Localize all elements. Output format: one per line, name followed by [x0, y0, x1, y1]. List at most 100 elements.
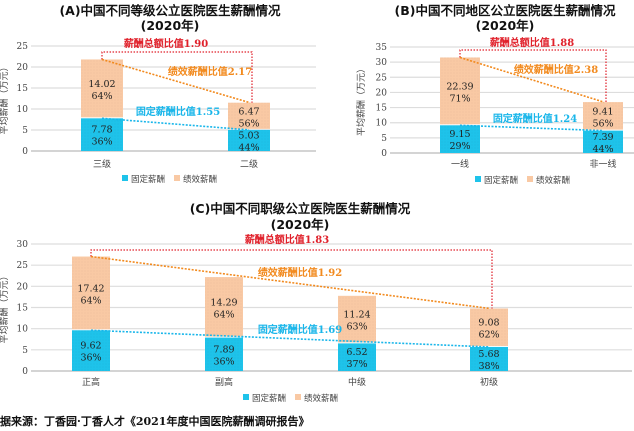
performance-pct-label: 56%	[238, 118, 259, 129]
y-tick-label: 25	[17, 42, 29, 52]
bar-texture	[228, 102, 270, 129]
chart-title: (B)中国不同地区公立医院医生薪酬情况	[395, 3, 616, 18]
y-tick-label: 30	[17, 240, 29, 250]
y-tick-label: 15	[376, 104, 388, 114]
legend-swatch-performance	[174, 175, 180, 181]
performance-value-label: 11.24	[343, 310, 370, 321]
legend-label-fixed: 固定薪酬	[252, 393, 286, 404]
performance-pct-label: 71%	[449, 93, 470, 104]
performance-pct-label: 63%	[346, 322, 367, 333]
fixed-ratio-line	[101, 117, 250, 131]
fixed-value-label: 5.68	[478, 349, 499, 360]
bar-texture	[81, 59, 123, 118]
y-tick-label: 25	[376, 73, 388, 83]
y-tick-label: 25	[17, 261, 29, 271]
performance-value-label: 9.08	[478, 318, 499, 329]
total-ratio-label: 薪酬总额比值1.88	[490, 36, 574, 49]
y-tick-label: 15	[17, 84, 29, 94]
y-tick-label: 15	[17, 304, 29, 314]
legend-label-fixed: 固定薪酬	[131, 174, 165, 185]
y-axis-label: 平均薪酬（万元）	[355, 64, 367, 136]
bar-texture	[470, 346, 508, 371]
chart-title: (A)中国不同等级公立医院医生薪酬情况	[59, 3, 281, 18]
y-tick-label: 5	[22, 126, 28, 136]
fixed-value-label: 9.15	[449, 129, 470, 140]
performance-value-label: 17.42	[77, 283, 104, 294]
bar-texture	[81, 118, 123, 151]
y-tick-label: 20	[17, 63, 29, 73]
x-category-label: 初级	[480, 376, 498, 388]
legend-swatch-performance	[295, 394, 301, 400]
y-tick-label: 20	[376, 88, 388, 98]
x-category-label: 二级	[240, 158, 258, 170]
legend-label-performance: 绩效薪酬	[183, 174, 217, 185]
y-tick-label: 10	[17, 325, 29, 335]
bar-texture	[205, 337, 243, 371]
bar-texture	[338, 295, 376, 343]
performance-pct-label: 64%	[91, 91, 112, 102]
legend-swatch-fixed	[475, 176, 481, 182]
fixed-ratio-label: 固定薪酬比值1.24	[493, 112, 577, 125]
performance-ratio-label: 绩效薪酬比值1.92	[258, 266, 342, 279]
total-ratio-label: 薪酬总额比值1.90	[124, 37, 208, 50]
bar-texture	[205, 277, 243, 337]
y-tick-label: 30	[376, 58, 388, 68]
x-category-label: 中级	[348, 376, 366, 388]
y-tick-label: 0	[22, 147, 28, 157]
fixed-value-label: 7.89	[213, 344, 234, 355]
fixed-pct-label: 37%	[346, 359, 367, 370]
fixed-pct-label: 44%	[592, 144, 613, 155]
performance-ratio-line	[101, 58, 251, 104]
bar-texture	[583, 102, 623, 130]
bar-texture	[470, 308, 508, 346]
fixed-pct-label: 44%	[238, 142, 259, 153]
y-tick-label: 20	[17, 282, 29, 292]
bar-texture	[440, 125, 480, 153]
fixed-value-label: 9.62	[80, 341, 101, 352]
legend-swatch-performance	[527, 176, 533, 182]
performance-ratio-label: 绩效薪酬比值2.38	[514, 63, 598, 76]
fixed-pct-label: 38%	[478, 361, 499, 372]
fixed-value-label: 7.78	[91, 125, 112, 136]
performance-pct-label: 56%	[592, 118, 613, 129]
fixed-pct-label: 36%	[80, 353, 101, 364]
fixed-pct-label: 36%	[213, 356, 234, 367]
chart-c-by-professional-rank: (C)中国不同职级公立医院医生薪酬情况(2020年) 0 5 10 15 20 25 30 平均…	[0, 201, 632, 404]
y-tick-label: 10	[17, 105, 29, 115]
performance-value-label: 14.29	[210, 297, 237, 308]
fixed-value-label: 6.52	[346, 347, 367, 358]
x-category-label: 副高	[215, 376, 233, 388]
performance-value-label: 9.41	[592, 106, 613, 117]
total-ratio-line	[90, 249, 493, 309]
fixed-pct-label: 36%	[91, 137, 112, 148]
y-axis-label: 平均薪酬（万元）	[0, 62, 10, 134]
x-category-label: 三级	[93, 158, 111, 170]
y-tick-label: 35	[376, 43, 388, 53]
total-ratio-line	[101, 51, 253, 103]
chart-a-by-hospital-level: (A)中国不同等级公立医院医生薪酬情况(2020年) 0 5 10 15 20 25 平均薪酬…	[0, 3, 316, 185]
data-source: 据来源：丁香园·丁香人才《2021年度中国医院薪酬调研报告》	[0, 414, 309, 428]
performance-value-label: 14.02	[88, 79, 115, 90]
performance-pct-label: 64%	[80, 295, 101, 306]
bar-texture	[72, 256, 110, 330]
chart-subtitle: (2020年)	[476, 18, 535, 33]
performance-value-label: 22.39	[446, 81, 473, 92]
x-category-label: 非一线	[589, 158, 616, 170]
fixed-pct-label: 29%	[449, 141, 470, 152]
chart-b-by-region: (B)中国不同地区公立医院医生薪酬情况(2020年) 0 5 10 15 20 25 30 35…	[355, 3, 634, 186]
total-ratio-line	[459, 49, 607, 103]
y-tick-label: 5	[381, 134, 387, 144]
performance-ratio-line	[459, 56, 605, 103]
performance-ratio-line	[90, 255, 491, 310]
performance-value-label: 6.47	[238, 106, 259, 117]
chart-subtitle: (2020年)	[141, 18, 200, 33]
bar-texture	[338, 343, 376, 371]
legend-swatch-fixed	[122, 175, 128, 181]
fixed-value-label: 5.03	[238, 130, 259, 141]
fixed-ratio-label: 固定薪酬比值1.55	[136, 105, 220, 118]
legend-label-performance: 绩效薪酬	[304, 393, 338, 404]
chart-title: (C)中国不同职级公立医院医生薪酬情况	[190, 201, 411, 216]
bar-texture	[440, 57, 480, 125]
performance-ratio-label: 绩效薪酬比值2.17	[168, 65, 252, 78]
